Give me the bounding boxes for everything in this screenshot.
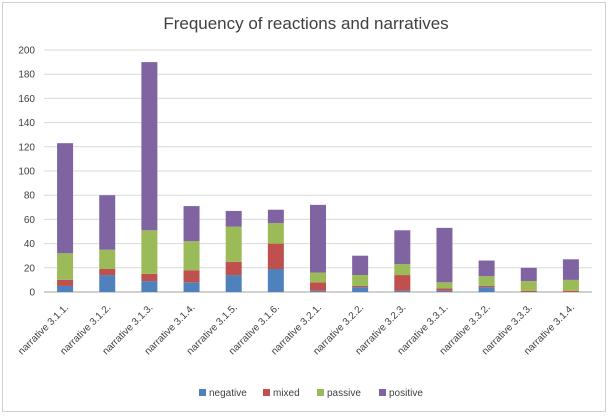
bar-positive [99, 195, 116, 250]
bar-positive [57, 143, 74, 254]
bar-mixed [225, 261, 242, 276]
bar-mixed [352, 285, 369, 288]
bars [57, 62, 579, 292]
bar-passive [394, 264, 411, 276]
bar-passive [141, 230, 158, 274]
y-tick-label: 100 [18, 167, 35, 178]
y-tick-label: 140 [18, 118, 35, 129]
bar-mixed [267, 243, 284, 270]
bar-passive [183, 241, 200, 271]
x-axis: narrative 3.1.1.narrative 3.1.2.narrativ… [16, 302, 577, 357]
bar-positive [478, 260, 495, 277]
bar-negative [141, 281, 158, 292]
bar-mixed [394, 275, 411, 291]
bar-mixed [141, 273, 158, 282]
legend-swatch-negative [199, 389, 206, 396]
legend-swatch-mixed [263, 389, 270, 396]
bar-positive [225, 210, 242, 227]
bar-mixed [562, 290, 579, 292]
legend-label-passive: passive [327, 388, 361, 399]
bar-positive [436, 227, 453, 283]
bar-passive [436, 282, 453, 289]
y-tick-label: 40 [24, 239, 36, 250]
bar-mixed [99, 269, 116, 276]
y-tick-label: 120 [18, 142, 35, 153]
bar-negative [478, 287, 495, 292]
legend-label-positive: positive [389, 388, 423, 399]
bar-negative [183, 282, 200, 292]
bar-negative [436, 290, 453, 292]
bar-passive [562, 279, 579, 291]
bar-passive [99, 249, 116, 270]
y-tick-label: 160 [18, 94, 35, 105]
bar-mixed [520, 290, 537, 292]
bar-mixed [57, 279, 74, 286]
y-tick-label: 180 [18, 70, 35, 81]
bar-negative [99, 275, 116, 292]
bar-negative [225, 275, 242, 292]
y-axis: 0 20 40 60 80 100 120 140 160 180 200 [18, 46, 35, 299]
bar-mixed [183, 270, 200, 283]
bar-positive [310, 204, 326, 273]
legend: negative mixed passive positive [199, 388, 423, 399]
bar-mixed [478, 285, 495, 288]
bar-passive [225, 226, 242, 262]
bar-negative [267, 269, 284, 292]
legend-swatch-passive [317, 389, 324, 396]
bar-mixed [436, 288, 453, 291]
y-tick-label: 60 [24, 215, 36, 226]
bar-positive [267, 209, 284, 224]
bar-mixed [310, 282, 326, 291]
bar-passive [310, 272, 326, 283]
bar-negative [310, 290, 326, 292]
bar-positive [520, 267, 537, 282]
bar-negative [57, 285, 74, 292]
legend-label-mixed: mixed [273, 388, 300, 399]
bar-passive [478, 276, 495, 286]
bar-positive [141, 62, 158, 231]
bar-positive [352, 255, 369, 276]
bar-negative [352, 287, 369, 292]
bar-positive [562, 259, 579, 280]
bar-passive [352, 275, 369, 286]
bar-passive [267, 223, 284, 244]
chart-title: Frequency of reactions and narratives [163, 14, 448, 33]
bar-negative [394, 290, 411, 292]
legend-swatch-positive [379, 389, 386, 396]
bar-positive [394, 230, 411, 265]
legend-label-negative: negative [209, 388, 247, 399]
y-tick-label: 200 [18, 46, 35, 57]
bar-positive [183, 206, 200, 242]
bar-passive [520, 281, 537, 291]
y-tick-label: 0 [29, 288, 35, 299]
y-tick-label: 80 [24, 191, 36, 202]
gridlines [44, 49, 592, 293]
bar-passive [57, 253, 74, 280]
y-tick-label: 20 [24, 263, 36, 274]
